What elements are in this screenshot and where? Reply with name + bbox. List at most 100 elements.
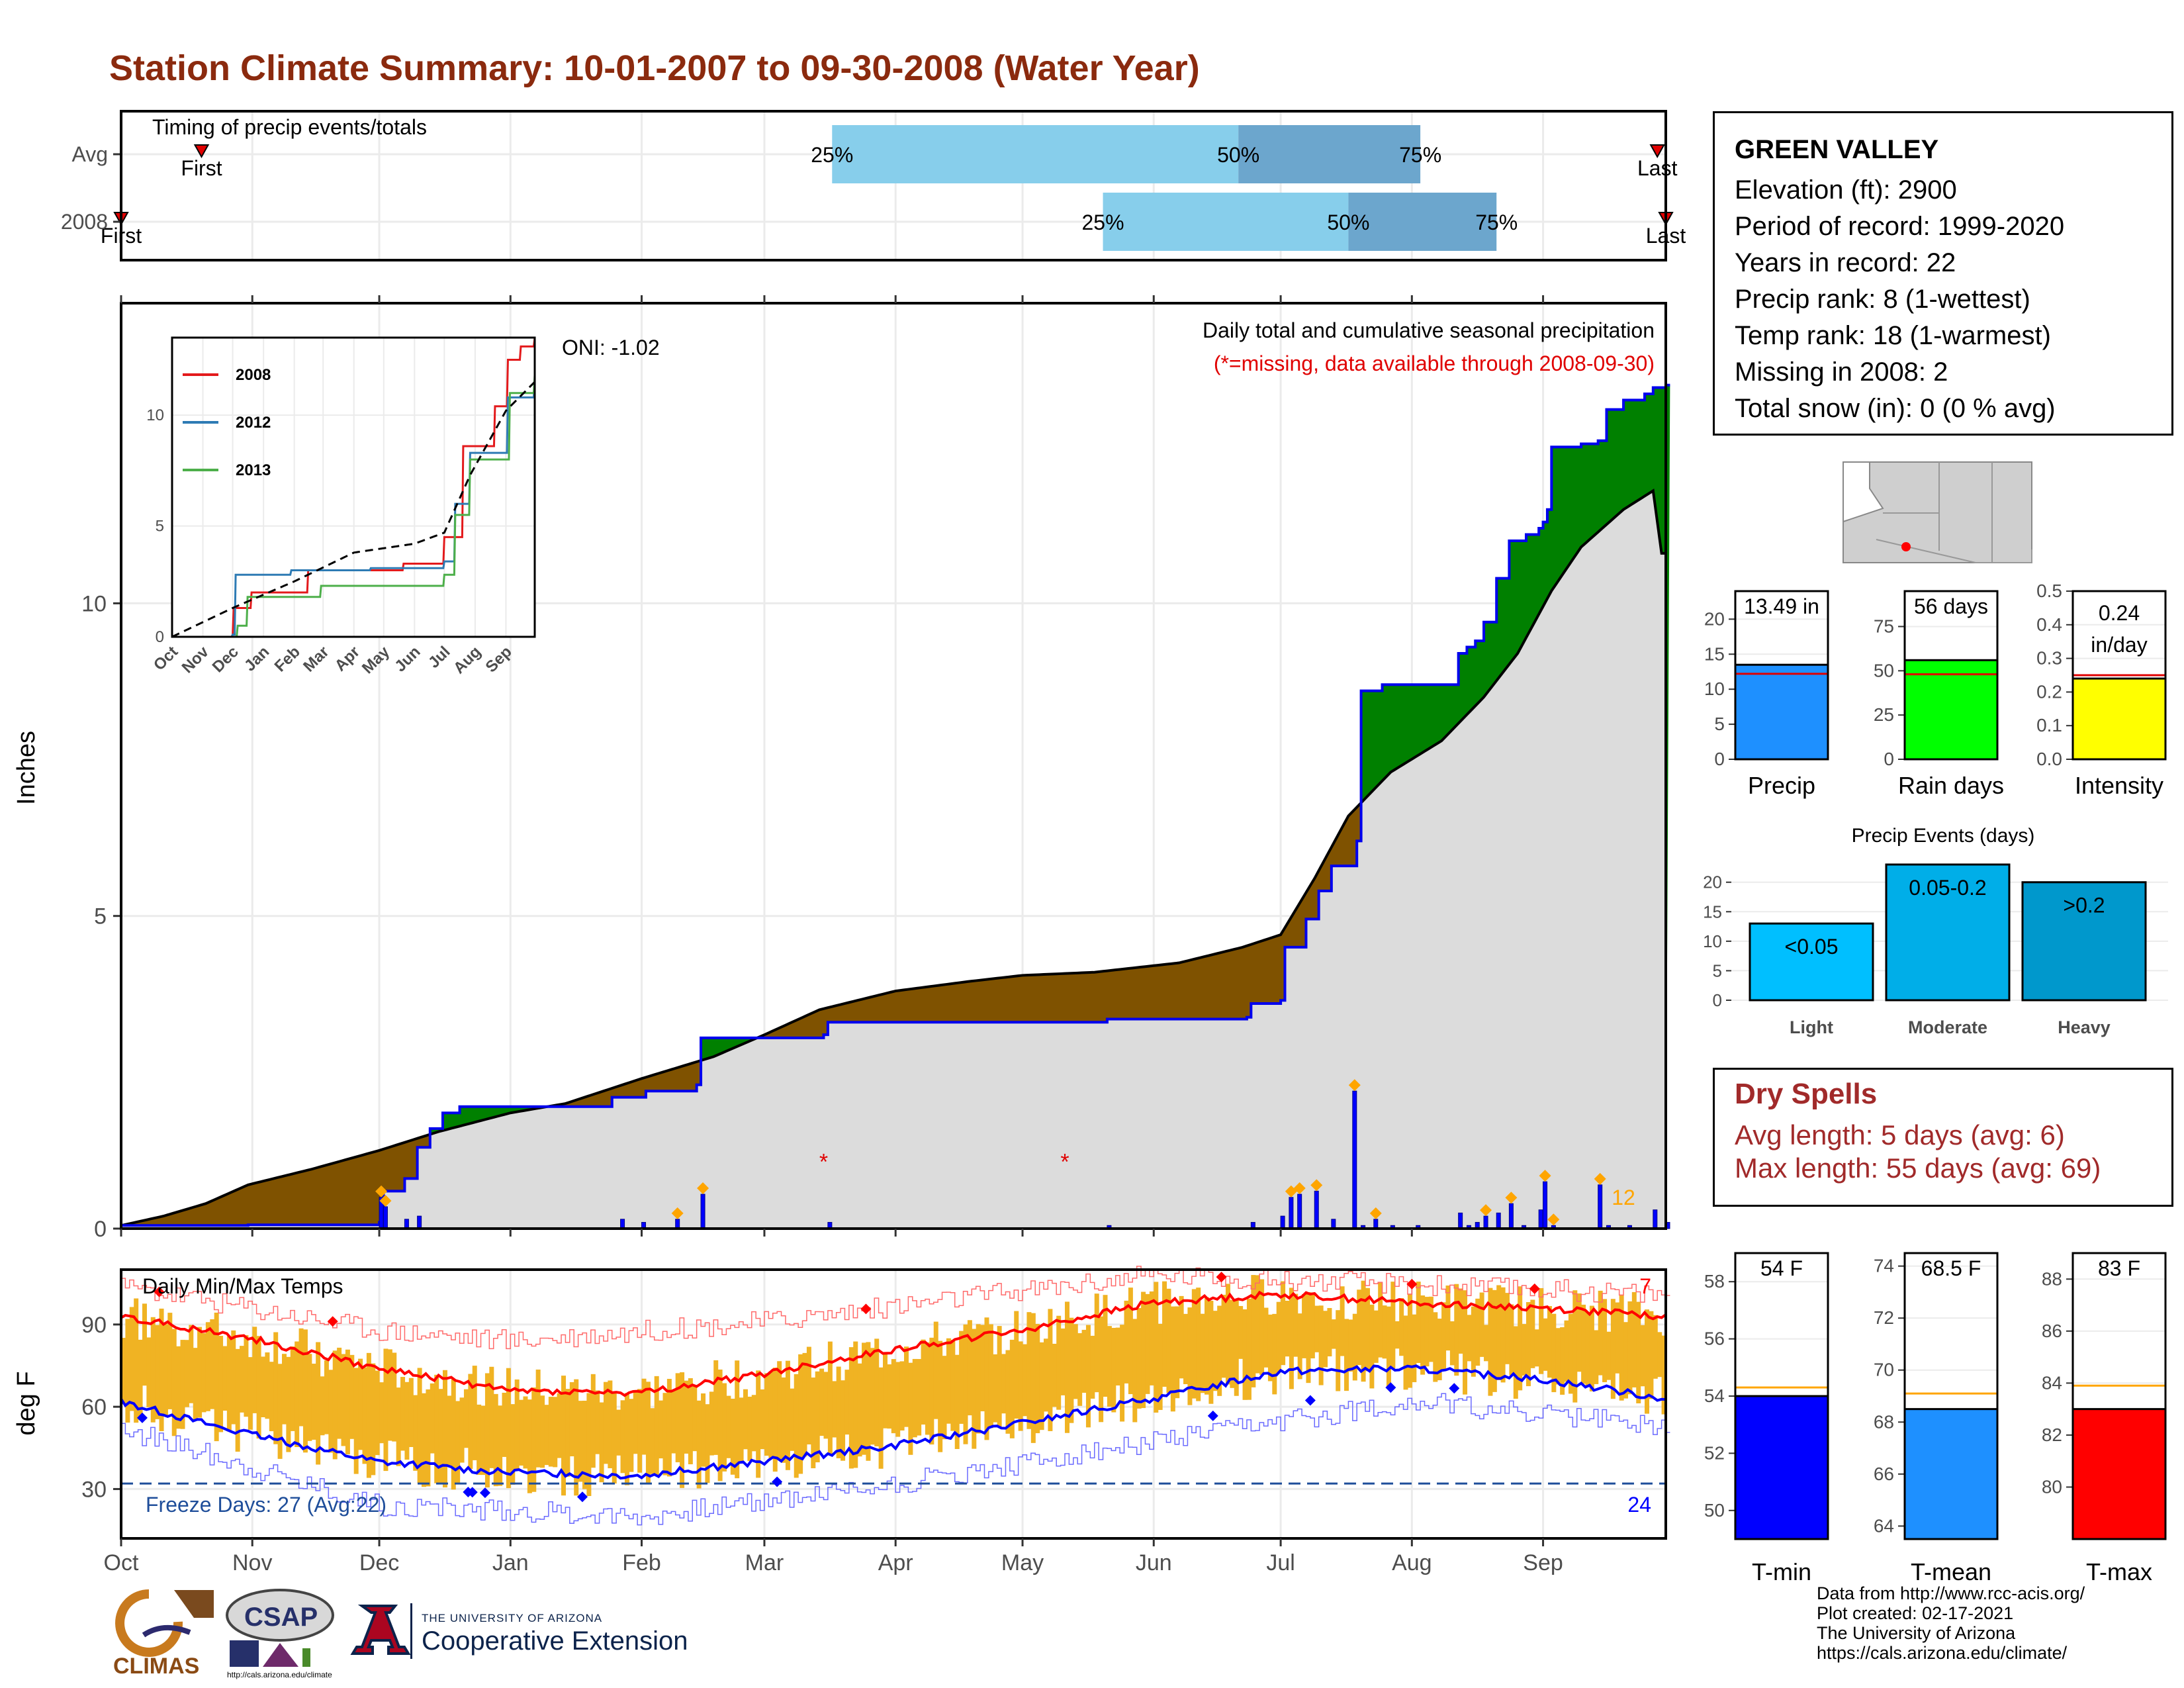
daily-temp-bar	[463, 1389, 469, 1448]
ua-logo: THE UNIVERSITY OF ARIZONA Cooperative Ex…	[350, 1603, 688, 1659]
timing-label-25-2008: 25%	[1082, 211, 1124, 234]
precip-events-ytick-label: 5	[1713, 961, 1722, 980]
daily-temp-bar	[832, 1381, 837, 1438]
daily-temp-bar	[870, 1348, 875, 1445]
temperature-panel: 30 60 90 Daily Min/Max Temps Freeze Days: 27…	[13, 1266, 1670, 1575]
daily-temp-bar	[1170, 1306, 1175, 1412]
daily-temp-bar	[1048, 1309, 1053, 1431]
precip-events-bin-label-light: <0.05	[1785, 935, 1839, 959]
daily-temp-bar	[1509, 1304, 1514, 1376]
daily-temp-bar	[1251, 1275, 1256, 1387]
daily-precip-bar	[1331, 1219, 1336, 1229]
heavy-event-marker	[379, 1194, 392, 1207]
daily-temp-bar	[1255, 1275, 1260, 1374]
temp-ytick-label-60: 60	[81, 1395, 107, 1420]
daily-temp-bar	[713, 1360, 719, 1455]
daily-temp-bar	[1636, 1301, 1641, 1403]
footer-url: https://cals.arizona.edu/climate/	[1817, 1643, 2068, 1663]
station-years: Years in record: 22	[1735, 248, 1956, 277]
temp-summary-ytick-label: 72	[1874, 1307, 1894, 1328]
daily-temp-bar	[1539, 1288, 1544, 1374]
daily-precip-bar	[1653, 1209, 1658, 1229]
daily-precip-bar	[1352, 1090, 1357, 1229]
timing-border	[120, 110, 1667, 261]
avg-min-line	[120, 1364, 1666, 1480]
footer-credits: Data from http://www.rcc-acis.org/ Plot …	[1817, 1583, 2085, 1663]
daily-temp-bar	[1069, 1317, 1074, 1423]
daily-temp-bar	[565, 1389, 570, 1477]
daily-temp-bar	[1615, 1302, 1620, 1374]
daily-temp-bar	[1039, 1342, 1044, 1430]
inset-legend-label-2008: 2008	[236, 366, 271, 384]
precip-avg-curve	[120, 489, 1666, 1227]
temp-summary-ytick-label: 56	[1704, 1329, 1725, 1349]
daily-temp-bar	[155, 1325, 160, 1419]
daily-temp-bar	[764, 1373, 769, 1456]
daily-temp-bar	[1099, 1316, 1104, 1423]
daily-temp-bar	[167, 1313, 173, 1409]
inset-line-avg	[171, 381, 536, 638]
dry-spells-avg: Avg length: 5 days (avg: 6)	[1735, 1119, 2065, 1150]
daily-temp-bar	[493, 1393, 498, 1487]
daily-temp-bar	[1576, 1293, 1582, 1372]
daily-temp-bar	[171, 1329, 177, 1436]
climas-logo: CLIMAS	[113, 1589, 214, 1679]
daily-temp-bar	[760, 1389, 765, 1450]
daily-temp-bar	[1645, 1309, 1650, 1414]
precip-events-bin-label-heavy: >0.2	[2063, 894, 2105, 917]
daily-temp-bar	[1467, 1315, 1472, 1362]
ua-logo-bottom: Cooperative Extension	[422, 1626, 688, 1656]
daily-temp-bar	[1162, 1281, 1167, 1387]
daily-temp-bar	[946, 1338, 951, 1424]
inset-line-2012	[172, 381, 536, 638]
summary-bar-ytick-label: 25	[1874, 704, 1894, 725]
daily-temp-bar	[1323, 1311, 1328, 1368]
daily-temp-bar	[608, 1380, 613, 1469]
record-max-marker	[1216, 1272, 1227, 1283]
daily-temp-bar	[125, 1319, 130, 1423]
daily-temp-bar	[235, 1348, 240, 1452]
daily-temp-bar	[1382, 1305, 1387, 1359]
daily-temp-bar	[997, 1326, 1002, 1427]
daily-precip-bar	[404, 1219, 409, 1229]
daily-temp-bar	[1331, 1319, 1336, 1349]
record-min-marker	[1385, 1382, 1396, 1393]
daily-temp-bar	[353, 1368, 359, 1474]
daily-temp-bar	[1471, 1306, 1476, 1377]
daily-temp-bar	[146, 1337, 152, 1407]
daily-temp-bar	[1373, 1310, 1379, 1363]
daily-temp-bar	[654, 1376, 659, 1476]
timing-title: Timing of precip events/totals	[152, 115, 427, 139]
daily-temp-bar	[620, 1400, 625, 1474]
daily-temp-bar	[827, 1341, 833, 1454]
daily-temp-bar	[967, 1320, 972, 1416]
daily-temp-bar	[404, 1382, 410, 1460]
temp-summary-label-t-max: T-max	[2086, 1558, 2152, 1585]
daily-temp-bar	[569, 1382, 574, 1456]
temp-summary-value-t-mean	[1903, 1408, 1999, 1540]
temp-xtick-label-nov: Nov	[232, 1550, 272, 1575]
daily-temp-bar	[1661, 1335, 1666, 1415]
daily-temp-bar	[134, 1298, 139, 1423]
daily-temp-bar	[142, 1303, 147, 1386]
record-min-marker	[479, 1487, 490, 1499]
temp-summary-ytick-label: 80	[2042, 1476, 2062, 1497]
daily-temp-bar	[645, 1382, 651, 1483]
missing-day-marker: *	[819, 1149, 828, 1174]
daily-temp-bar	[231, 1330, 236, 1425]
daily-temp-bar	[1585, 1312, 1590, 1387]
daily-temp-bar	[908, 1362, 913, 1455]
summary-bar-label-intensity: Intensity	[2075, 772, 2163, 799]
daily-temp-bar	[1610, 1299, 1615, 1399]
temp-xtick-label-jul: Jul	[1266, 1550, 1295, 1575]
daily-temp-bar	[841, 1380, 846, 1461]
daily-temp-bar	[1060, 1328, 1066, 1395]
daily-temp-bar	[226, 1336, 232, 1432]
daily-temp-bar	[248, 1357, 253, 1430]
station-elevation: Elevation (ft): 2900	[1735, 175, 1957, 205]
daily-temp-bar	[544, 1405, 549, 1466]
daily-temp-bar	[1534, 1329, 1539, 1367]
record-min-count: 24	[1627, 1493, 1651, 1517]
